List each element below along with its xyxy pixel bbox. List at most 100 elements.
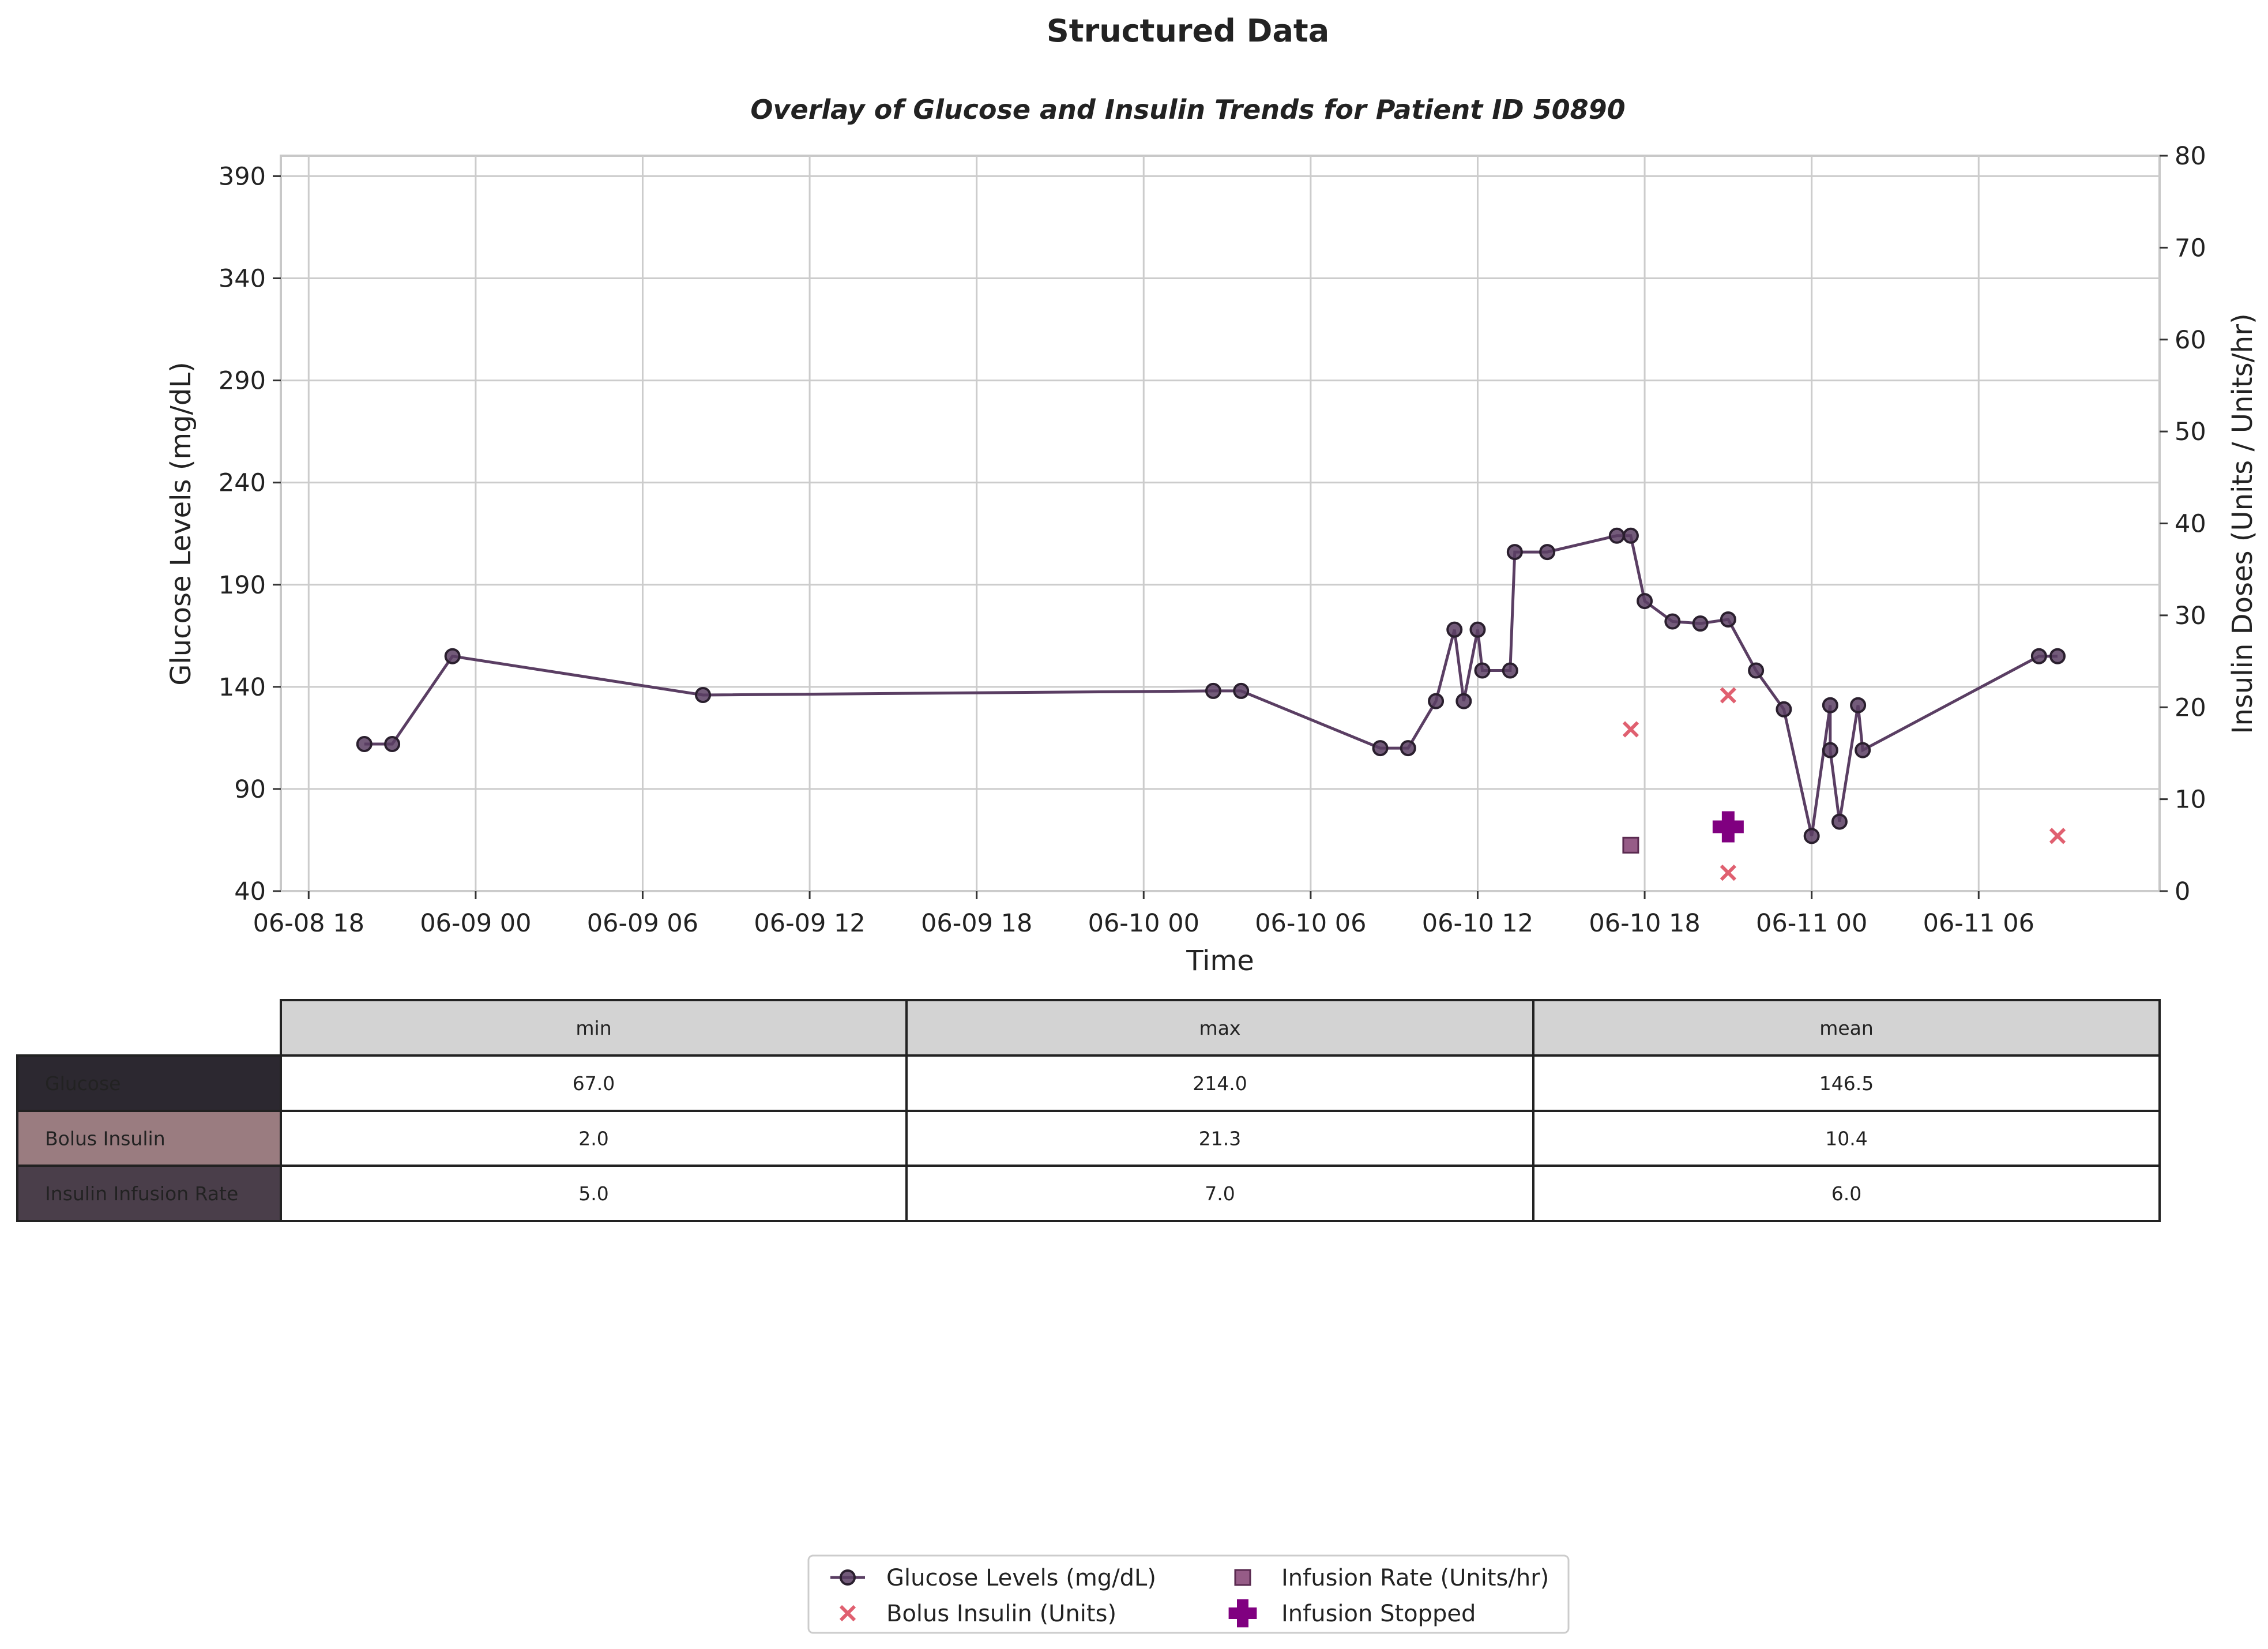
table-header-cell bbox=[905, 999, 1534, 1057]
data-point bbox=[1502, 662, 1518, 679]
table-row-header bbox=[16, 1110, 282, 1167]
data-point bbox=[1205, 682, 1221, 699]
data-point bbox=[695, 687, 712, 703]
data-point bbox=[444, 648, 461, 664]
table-cell bbox=[280, 1054, 908, 1112]
table-row-label: Bolus Insulin bbox=[45, 1128, 166, 1150]
y-tick-label: 390 bbox=[219, 162, 266, 191]
data-point bbox=[1664, 613, 1681, 630]
table-cell-value: 2.0 bbox=[578, 1128, 608, 1150]
y-tick-label: 140 bbox=[219, 673, 266, 702]
y-right-tick-label: 60 bbox=[2175, 326, 2206, 355]
x-tick-label: 06-10 06 bbox=[1255, 909, 1366, 938]
table-cell bbox=[905, 1110, 1534, 1167]
data-point bbox=[1720, 865, 1736, 881]
data-point bbox=[2049, 648, 2066, 664]
x-tick-label: 06-08 18 bbox=[253, 909, 364, 938]
legend: Glucose Levels (mg/dL) Bolus Insulin (Uni… bbox=[807, 1554, 1570, 1634]
data-point bbox=[1803, 828, 1820, 844]
x-tick-label: 06-09 12 bbox=[754, 909, 865, 938]
table-cell bbox=[905, 1165, 1534, 1222]
legend-swatch bbox=[839, 1605, 856, 1622]
x-tick-label: 06-09 06 bbox=[587, 909, 698, 938]
data-point bbox=[1748, 662, 1765, 679]
summary-table: min max mean Glucose 67.0 214.0 146.5 Bolus Ins… bbox=[16, 999, 2161, 1222]
data-point bbox=[1372, 740, 1389, 757]
data-point bbox=[1822, 742, 1838, 758]
x-axis-label: Time bbox=[1186, 945, 1254, 977]
table-cell-value: 7.0 bbox=[1205, 1182, 1235, 1205]
y-right-tick-label: 80 bbox=[2175, 142, 2206, 171]
table-cell-value: 146.5 bbox=[1819, 1072, 1874, 1095]
y-right-tick-label: 20 bbox=[2175, 693, 2206, 722]
y-right-tick-label: 40 bbox=[2175, 510, 2206, 539]
y-axis-right-label: Insulin Doses (Units / Units/hr) bbox=[2226, 313, 2259, 734]
data-point bbox=[1622, 527, 1639, 544]
legend-label: Infusion Stopped bbox=[1281, 1601, 1476, 1627]
y-right-tick-label: 50 bbox=[2175, 418, 2206, 446]
legend-swatch bbox=[840, 1569, 856, 1586]
data-point bbox=[1233, 682, 1250, 699]
legend-label: Bolus Insulin (Units) bbox=[886, 1601, 1116, 1627]
table-cell bbox=[1532, 1165, 2161, 1222]
data-point bbox=[1850, 697, 1867, 713]
y-tick-label: 40 bbox=[234, 877, 266, 906]
table-cell-value: 6.0 bbox=[1831, 1182, 1861, 1205]
table-cell bbox=[1532, 1054, 2161, 1112]
x-tick-label: 06-11 00 bbox=[1756, 909, 1867, 938]
plot-area: 06-08 18 06-09 00 06-09 06 06-09 12 06-09 18… bbox=[219, 142, 2206, 938]
x-tick-label: 06-09 00 bbox=[420, 909, 531, 938]
table-row-header bbox=[16, 1165, 282, 1222]
data-point bbox=[1720, 611, 1736, 628]
table-cell-value: 67.0 bbox=[573, 1072, 615, 1095]
chart-title: Overlay of Glucose and Insulin Trends fo… bbox=[750, 94, 1625, 125]
data-point bbox=[1400, 740, 1416, 757]
table-row-label: Insulin Infusion Rate bbox=[45, 1182, 238, 1205]
data-point bbox=[356, 736, 373, 752]
axes: 06-08 18 06-09 00 06-09 06 06-09 12 06-09 18… bbox=[219, 142, 2206, 938]
data-point bbox=[1637, 593, 1653, 610]
y-axis-label: Glucose Levels (mg/dL) bbox=[165, 362, 197, 686]
table-cell-value: 5.0 bbox=[578, 1182, 608, 1205]
data-point bbox=[1822, 697, 1838, 713]
data-point bbox=[1428, 693, 1445, 709]
data-point bbox=[1855, 742, 1871, 758]
x-tick-label: 06-11 06 bbox=[1923, 909, 2034, 938]
y-right-tick-label: 0 bbox=[2175, 877, 2190, 906]
y-tick-label: 240 bbox=[219, 469, 266, 498]
table-header-cell bbox=[1532, 999, 2161, 1057]
table-cell-value: 21.3 bbox=[1199, 1128, 1241, 1150]
x-tick-label: 06-09 18 bbox=[921, 909, 1032, 938]
table-header-cell bbox=[280, 999, 908, 1057]
y-tick-label: 90 bbox=[234, 775, 266, 804]
data-point bbox=[1622, 721, 1639, 738]
y-right-tick-label: 10 bbox=[2175, 786, 2206, 814]
table-header-label: mean bbox=[1819, 1017, 1874, 1039]
table-header-label: max bbox=[1199, 1017, 1241, 1039]
data-point bbox=[1776, 701, 1792, 718]
data-point bbox=[1469, 621, 1486, 638]
data-point bbox=[1474, 662, 1491, 679]
legend-label: Infusion Rate (Units/hr) bbox=[1281, 1565, 1549, 1591]
series-markers bbox=[356, 527, 2066, 881]
legend-frame bbox=[807, 1554, 1570, 1634]
data-point bbox=[384, 736, 401, 752]
table-cell bbox=[905, 1054, 1534, 1112]
data-point bbox=[1608, 527, 1625, 544]
x-tick-label: 06-10 18 bbox=[1589, 909, 1700, 938]
data-point bbox=[1720, 687, 1736, 704]
table-header-label: min bbox=[576, 1017, 611, 1039]
data-point bbox=[1506, 544, 1523, 561]
y-tick-label: 290 bbox=[219, 367, 266, 396]
y-tick-label: 340 bbox=[219, 265, 266, 294]
x-tick-label: 06-10 00 bbox=[1088, 909, 1199, 938]
y-right-tick-label: 70 bbox=[2175, 234, 2206, 262]
data-point bbox=[2049, 828, 2066, 844]
y-right-tick-label: 30 bbox=[2175, 602, 2206, 630]
table-cell-value: 10.4 bbox=[1825, 1128, 1867, 1150]
data-point bbox=[1692, 615, 1709, 632]
data-point bbox=[2030, 648, 2047, 664]
legend-label: Glucose Levels (mg/dL) bbox=[886, 1565, 1156, 1591]
legend-entries: Glucose Levels (mg/dL) Bolus Insulin (Uni… bbox=[830, 1565, 1549, 1628]
